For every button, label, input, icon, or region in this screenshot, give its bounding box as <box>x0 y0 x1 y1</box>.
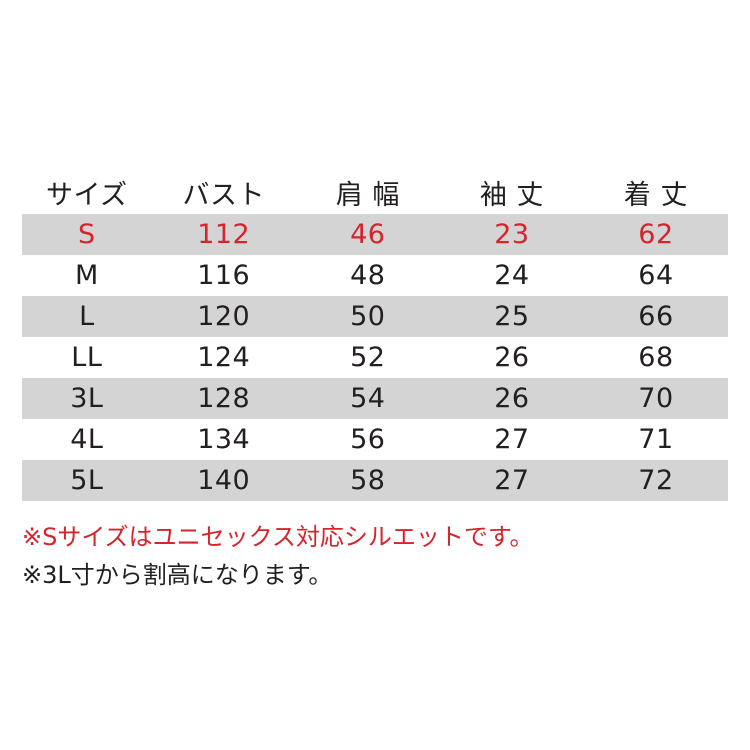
header-length: 着 丈 <box>623 179 688 211</box>
table-cell: 140 <box>197 465 251 496</box>
table-cell: 26 <box>494 383 530 414</box>
table-cell: 71 <box>638 424 674 455</box>
table-cell: 116 <box>197 260 251 291</box>
table-row: M 116 48 24 64 <box>22 255 728 296</box>
table-cell: 25 <box>494 301 530 332</box>
table-cell: 27 <box>494 465 530 496</box>
table-cell: 24 <box>494 260 530 291</box>
table-cell: 50 <box>350 301 386 332</box>
table-cell: 112 <box>197 219 251 250</box>
size-table: サイズ バスト 肩 幅 袖 丈 着 丈 S 112 46 23 62 M 116 48 24 64… <box>22 170 728 501</box>
table-cell: 128 <box>197 383 251 414</box>
table-row: 5L 140 58 27 72 <box>22 460 728 501</box>
note-unisex: ※Sサイズはユニセックス対応シルエットです。 <box>22 523 534 551</box>
table-cell: 56 <box>350 424 386 455</box>
table-cell: 64 <box>638 260 674 291</box>
header-bust: バスト <box>182 179 265 211</box>
table-cell: 70 <box>638 383 674 414</box>
table-cell: M <box>74 260 99 291</box>
table-cell: 58 <box>350 465 386 496</box>
table-row: LL 124 52 26 68 <box>22 337 728 378</box>
table-row: S 112 46 23 62 <box>22 214 728 255</box>
header-shoulder: 肩 幅 <box>335 179 400 211</box>
table-cell: 120 <box>197 301 251 332</box>
table-cell: 66 <box>638 301 674 332</box>
header-size: サイズ <box>45 179 128 211</box>
table-cell: 48 <box>350 260 386 291</box>
table-cell: 3L <box>70 383 104 414</box>
table-cell: L <box>79 301 95 332</box>
table-cell: 124 <box>197 342 251 373</box>
table-cell: 4L <box>70 424 104 455</box>
table-cell: LL <box>71 342 103 373</box>
table-cell: S <box>78 219 96 250</box>
table-cell: 52 <box>350 342 386 373</box>
table-cell: 62 <box>638 219 674 250</box>
table-cell: 5L <box>70 465 104 496</box>
notes: ※Sサイズはユニセックス対応シルエットです。 ※3L寸から割高になります。 <box>22 518 534 594</box>
table-row: L 120 50 25 66 <box>22 296 728 337</box>
table-cell: 68 <box>638 342 674 373</box>
table-header: サイズ バスト 肩 幅 袖 丈 着 丈 <box>22 170 728 214</box>
table-cell: 26 <box>494 342 530 373</box>
table-cell: 72 <box>638 465 674 496</box>
table-cell: 23 <box>494 219 530 250</box>
table-cell: 46 <box>350 219 386 250</box>
note-surcharge: ※3L寸から割高になります。 <box>22 561 333 589</box>
table-cell: 54 <box>350 383 386 414</box>
table-cell: 27 <box>494 424 530 455</box>
table-row: 3L 128 54 26 70 <box>22 378 728 419</box>
header-sleeve: 袖 丈 <box>479 179 544 211</box>
table-row: 4L 134 56 27 71 <box>22 419 728 460</box>
table-cell: 134 <box>197 424 251 455</box>
